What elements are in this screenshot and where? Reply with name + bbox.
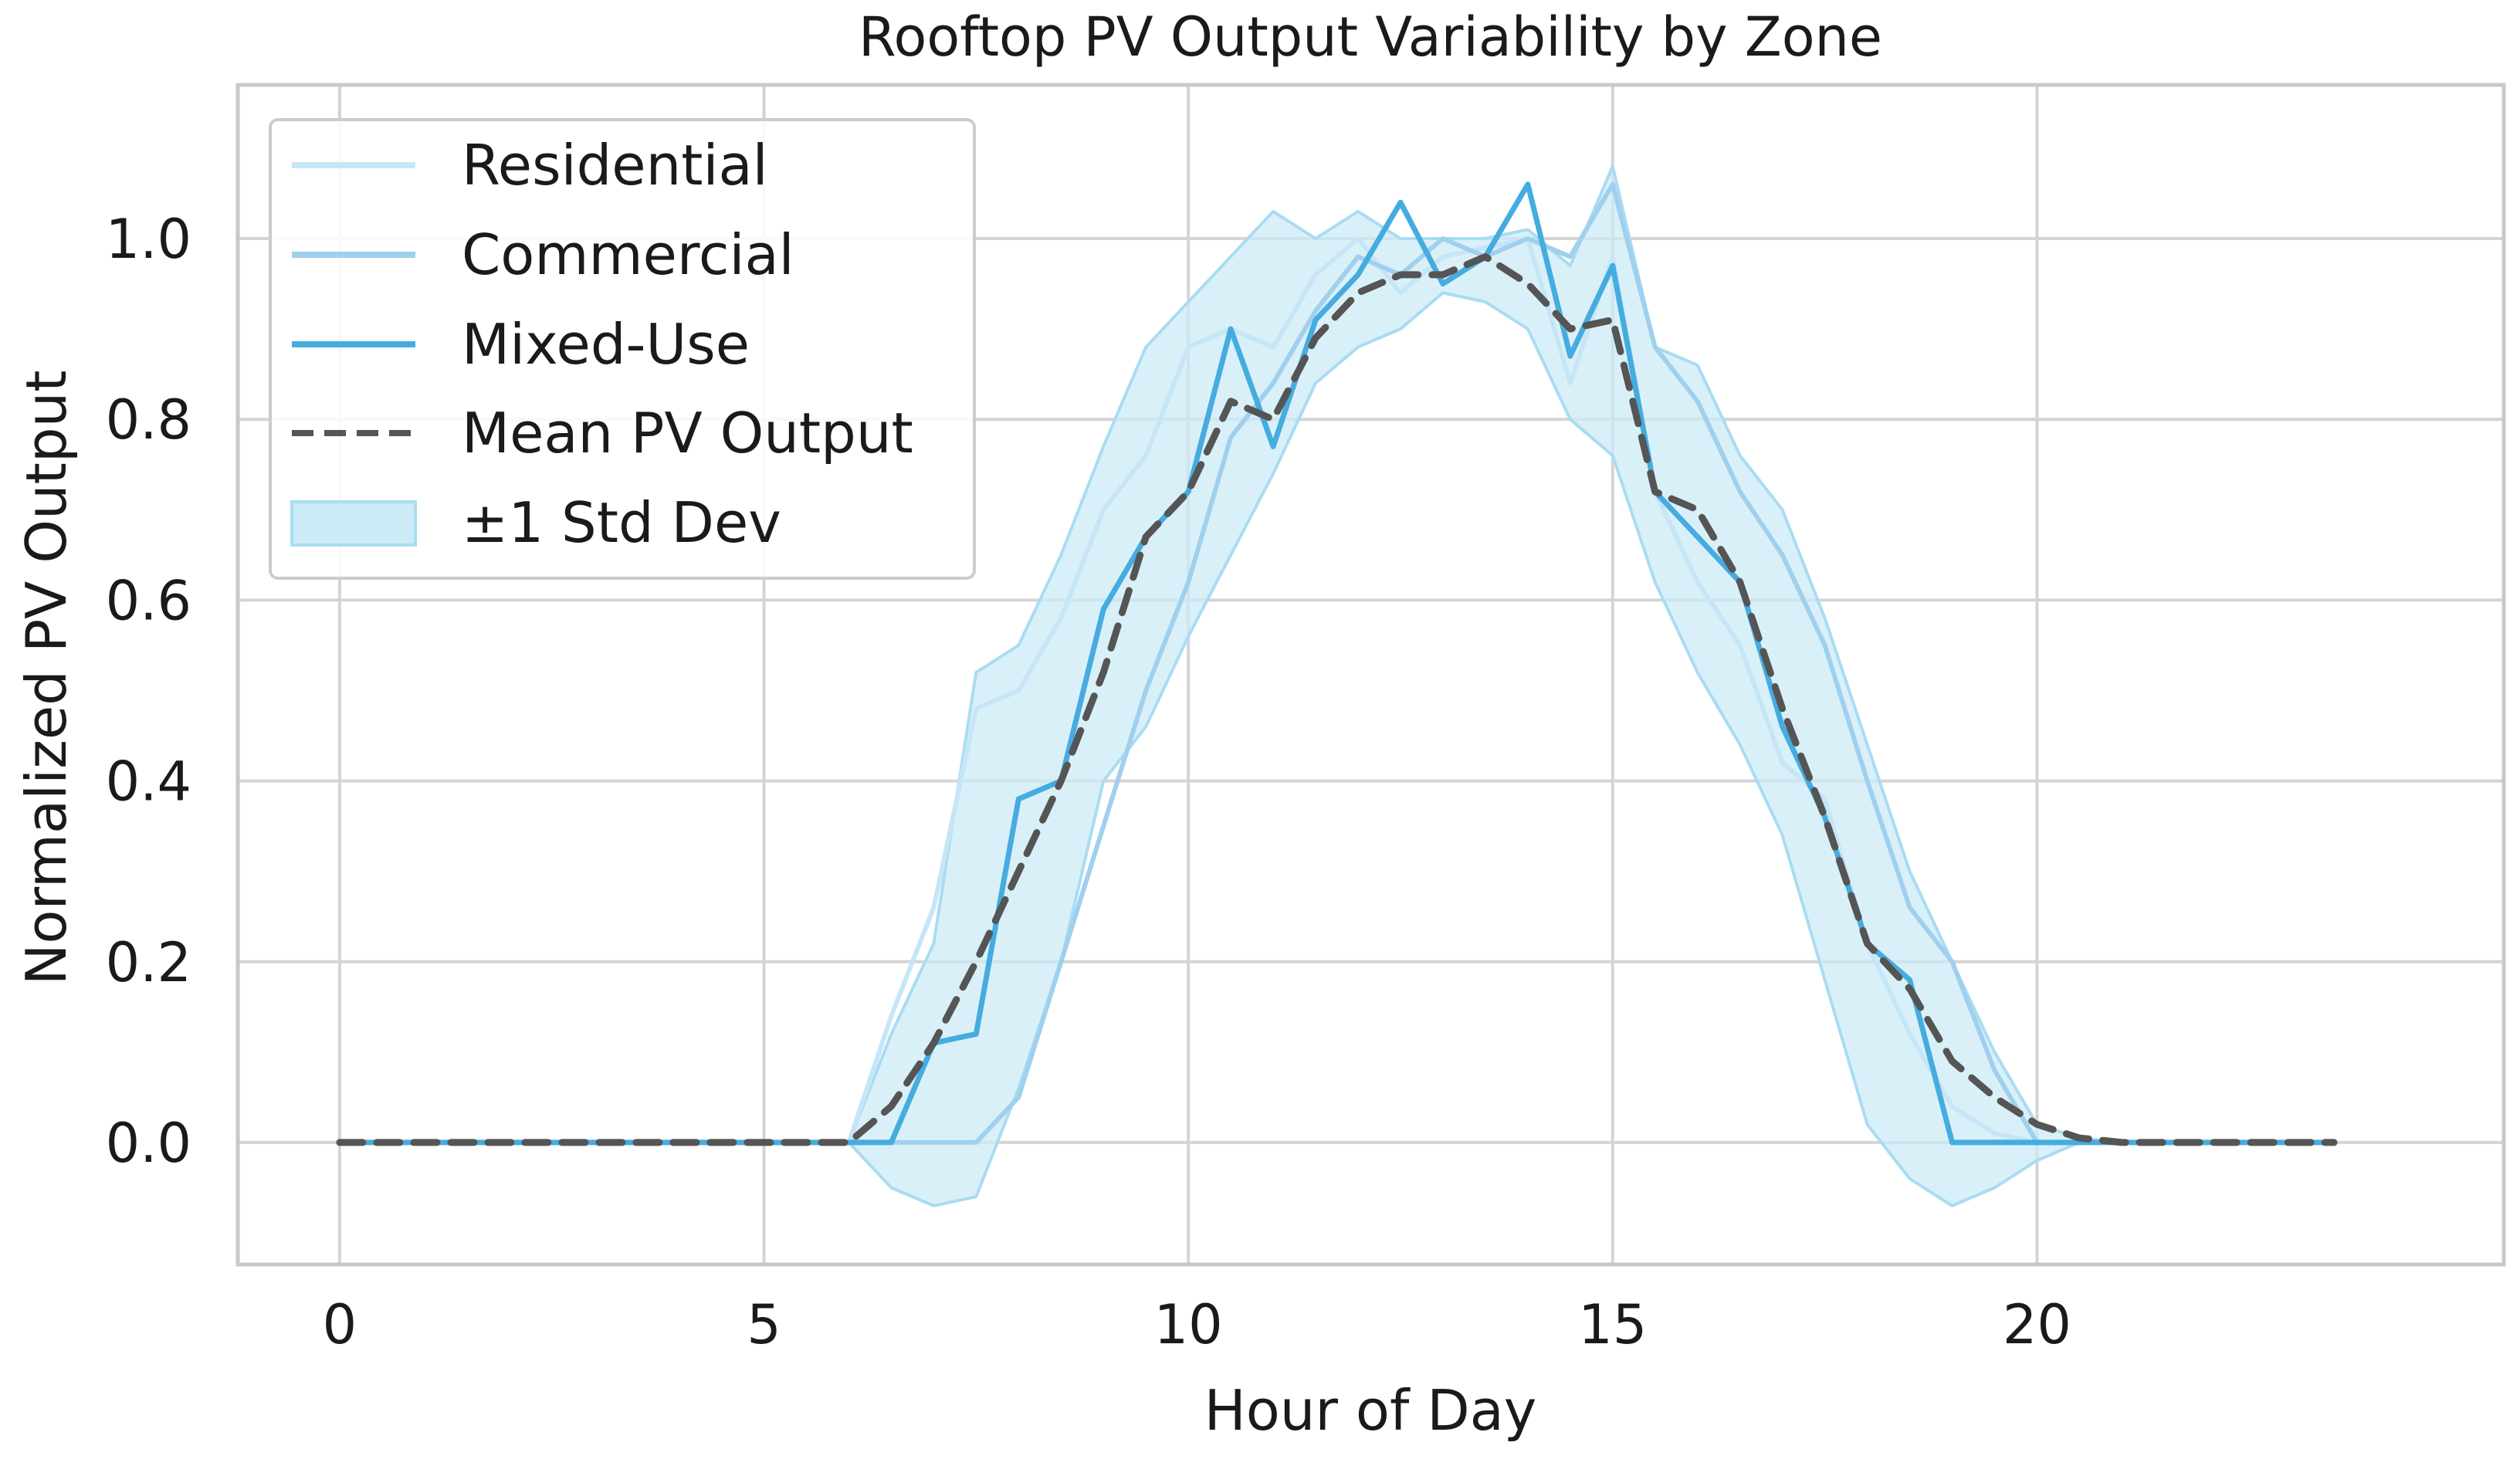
legend-swatch-std [290,500,417,547]
y-axis-label: Normalized PV Output [14,371,79,986]
chart-title: Rooftop PV Output Variability by Zone [859,5,1882,69]
y-tick-label: 0.6 [106,569,191,632]
x-axis-label: Hour of Day [1204,1378,1537,1443]
legend-label-std: ±1 Std Dev [462,490,781,555]
legend-label-commercial: Commercial [462,222,794,287]
tick-layer: 0 5 10 15 20 0.0 0.2 0.4 0.6 0.8 1.0 [106,208,2071,1356]
legend: Residential Commercial Mixed-Use Mean PV… [269,118,976,580]
series-line-mean [336,253,2338,1146]
legend-label-residential: Residential [462,133,768,198]
x-tick-label: 0 [323,1293,357,1356]
y-tick-label: 0.2 [106,931,191,994]
y-tick-label: 0.8 [106,388,191,452]
y-tick-label: 0.0 [106,1112,191,1175]
legend-label-mixed-use: Mixed-Use [462,312,750,377]
plot-frame [235,83,2506,1267]
x-tick-label: 20 [2003,1293,2071,1356]
y-tick-label: 1.0 [106,208,191,271]
x-tick-label: 5 [747,1293,781,1356]
data-layer [336,164,2338,1207]
x-tick-label: 10 [1154,1293,1223,1356]
x-tick-label: 15 [1578,1293,1647,1356]
y-tick-label: 0.4 [106,750,191,814]
legend-label-mean: Mean PV Output [462,401,913,466]
legend-frame [269,118,976,580]
